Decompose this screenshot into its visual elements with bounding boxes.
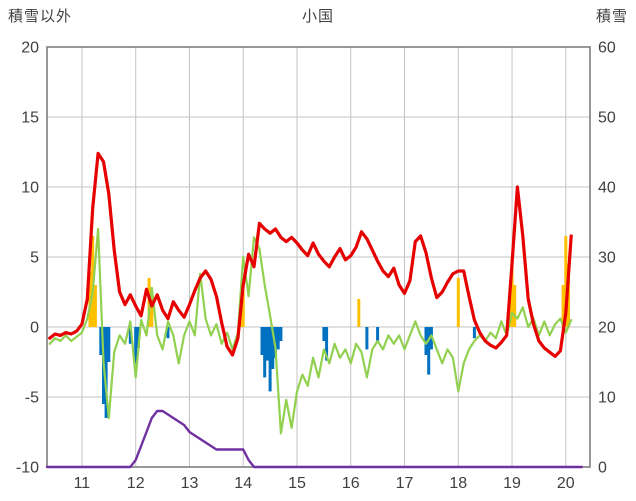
blue-bars-bar	[263, 327, 267, 378]
x-axis-tick-label: 15	[288, 475, 306, 492]
left-axis-tick-label: -5	[25, 390, 39, 407]
x-axis-tick-label: 13	[181, 475, 199, 492]
blue-bars-bar	[166, 327, 170, 339]
blue-bars-bar	[325, 327, 329, 361]
red-line-series	[48, 151, 573, 358]
blue-bars-bar	[128, 327, 132, 344]
blue-bars-bar	[424, 327, 428, 355]
series-group	[45, 151, 584, 469]
green-line	[48, 227, 573, 435]
left-axis-tick-label: 5	[30, 250, 39, 267]
left-axis-tick-label: 15	[21, 110, 39, 127]
x-axis-tick-label: 14	[234, 475, 252, 492]
yellow-bars-bar	[561, 285, 565, 327]
right-axis-tick-label: 50	[598, 110, 616, 127]
yellow-bars-bar	[456, 278, 460, 327]
x-axis-tick-label: 11	[74, 475, 91, 492]
blue-bars-bar	[279, 327, 283, 341]
blue-bars-bar	[276, 327, 280, 350]
snow-depth-line	[45, 409, 584, 469]
left-axis-tick-label: 10	[21, 180, 39, 197]
blue-bars-bar	[472, 327, 476, 339]
yellow-bars-bar	[88, 271, 92, 327]
right-axis-tick-label: 30	[598, 250, 616, 267]
blue-bars-bar	[99, 327, 103, 355]
x-axis-tick-label: 18	[449, 475, 467, 492]
yellow-bars-bar	[93, 285, 97, 327]
blue-bars-bar	[134, 327, 138, 364]
x-axis-tick-label: 19	[503, 475, 521, 492]
right-axis-tick-label: 40	[598, 180, 616, 197]
blue-bars-bar	[271, 327, 275, 369]
green-line-series	[48, 227, 573, 435]
blue-bars-bar	[107, 327, 111, 362]
blue-bars-bar	[265, 327, 269, 361]
blue-bars-bar	[427, 327, 431, 375]
blue-bars-bar	[104, 327, 108, 418]
yellow-bars-bar	[241, 290, 245, 327]
blue-bars-bar	[268, 327, 272, 392]
right-axis-tick-label: 0	[598, 460, 607, 477]
x-axis-tick-label: 17	[396, 475, 414, 492]
yellow-bars-series	[88, 236, 570, 327]
x-axis-tick-label: 20	[557, 475, 575, 492]
axis-labels: 11 12 13 14 15 16 17 18 19 2020151050-5-106050403…	[16, 40, 616, 493]
yellow-bars-bar	[357, 299, 361, 327]
blue-bars-bar	[322, 327, 326, 341]
left-axis-title: 積雪以外	[8, 8, 73, 25]
gridlines	[47, 46, 590, 468]
blue-bars-bar	[376, 327, 380, 341]
yellow-bars-bar	[513, 285, 517, 327]
blue-bars-bar	[365, 327, 369, 350]
right-axis-title: 積雪	[595, 8, 628, 25]
chart-title: 小国	[301, 8, 334, 25]
yellow-bars-bar	[150, 299, 154, 327]
yellow-bars-bar	[564, 236, 568, 327]
blue-bars-bar	[260, 327, 264, 355]
red-line	[48, 151, 573, 358]
snow-depth-line-series	[45, 409, 584, 469]
x-axis-tick-label: 12	[127, 475, 145, 492]
x-axis-tick-label: 16	[342, 475, 360, 492]
left-axis-tick-label: 20	[21, 40, 39, 57]
right-axis-tick-label: 60	[598, 40, 616, 57]
right-axis-tick-label: 10	[598, 390, 616, 407]
left-axis-tick-label: -10	[16, 460, 39, 477]
right-axis-tick-label: 20	[598, 320, 616, 337]
yellow-bars-bar	[510, 257, 514, 327]
left-axis-tick-label: 0	[30, 320, 39, 337]
